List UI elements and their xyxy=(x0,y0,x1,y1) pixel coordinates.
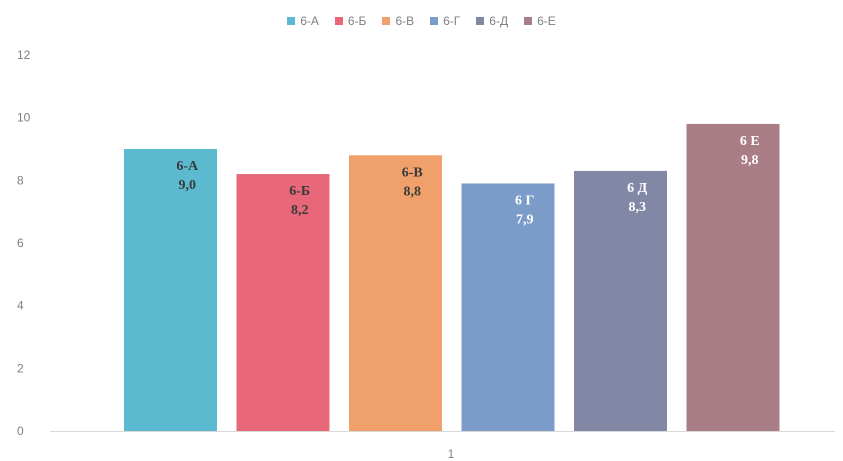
legend-item: 6-А xyxy=(287,14,319,28)
legend: 6-А 6-Б 6-В 6-Г 6-Д 6-Е xyxy=(0,14,843,28)
data-label: 6-В xyxy=(402,165,423,180)
x-category-label: 1 xyxy=(448,447,455,461)
data-label: 8,8 xyxy=(403,184,421,199)
legend-swatch xyxy=(334,17,343,25)
data-label: 8,3 xyxy=(628,200,646,215)
data-label: 6 Г xyxy=(515,193,535,208)
bar-5 xyxy=(574,170,667,431)
y-tick-label: 10 xyxy=(17,111,31,125)
data-label: 9,0 xyxy=(178,178,196,193)
legend-label: 6-Г xyxy=(443,14,461,28)
legend-swatch xyxy=(476,17,485,25)
bar-3 xyxy=(349,155,442,431)
legend-swatch xyxy=(287,17,296,25)
bar-4 xyxy=(461,183,555,431)
legend-swatch xyxy=(524,17,533,25)
y-tick-label: 12 xyxy=(17,48,31,62)
y-tick-label: 0 xyxy=(17,424,24,438)
y-tick-label: 8 xyxy=(17,173,24,187)
legend-label: 6-Д xyxy=(489,14,509,28)
data-label: 7,9 xyxy=(516,212,534,227)
legend-swatch xyxy=(430,17,439,25)
legend-item: 6-В xyxy=(382,14,414,28)
legend-label: 6-Б xyxy=(347,14,367,28)
y-tick-label: 6 xyxy=(17,236,24,250)
data-label: 6-А xyxy=(176,159,199,174)
legend-label: 6-В xyxy=(395,14,415,28)
y-tick-label: 2 xyxy=(17,361,24,375)
legend-item: 6-Е xyxy=(524,14,556,28)
data-label: 6-Б xyxy=(289,184,310,199)
y-tick-label: 4 xyxy=(17,299,24,313)
bar-6 xyxy=(686,123,780,431)
data-label: 9,8 xyxy=(741,153,759,168)
bar-2 xyxy=(236,174,330,432)
data-label: 6 Е xyxy=(740,134,760,149)
legend-item: 6-Б xyxy=(334,14,367,28)
legend-label: 6-Е xyxy=(537,14,556,28)
legend-label: 6-А xyxy=(300,14,319,28)
data-label: 8,2 xyxy=(291,203,309,218)
bar-1 xyxy=(124,149,217,431)
legend-item: 6-Г xyxy=(430,14,460,28)
legend-swatch xyxy=(382,17,391,25)
data-label: 6 Д xyxy=(627,181,648,196)
legend-item: 6-Д xyxy=(476,14,508,28)
